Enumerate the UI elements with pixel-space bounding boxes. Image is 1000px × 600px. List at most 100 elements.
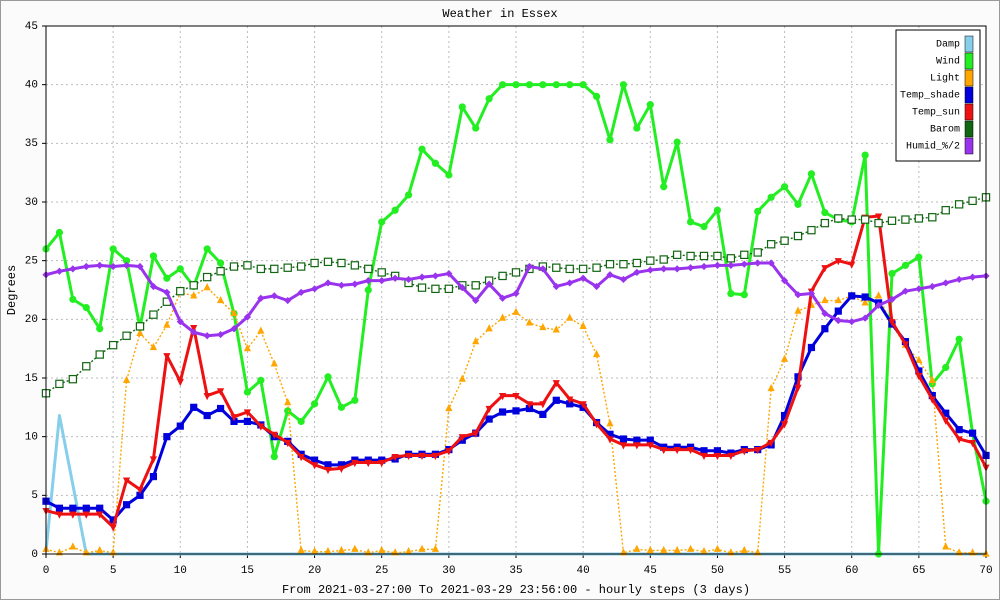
point [297, 545, 305, 554]
point [794, 384, 802, 392]
point [176, 422, 184, 430]
x-tick-label: 45 [644, 565, 657, 577]
point [874, 291, 883, 299]
point [606, 271, 614, 279]
point [579, 401, 587, 409]
point [606, 430, 614, 438]
point [431, 272, 440, 280]
point [673, 545, 681, 554]
point [834, 316, 842, 325]
point [96, 261, 104, 269]
point [861, 298, 869, 306]
point [780, 277, 789, 285]
point [767, 383, 775, 392]
point [780, 183, 789, 191]
point [149, 342, 158, 351]
series [42, 259, 990, 340]
point [122, 477, 131, 485]
point [297, 288, 305, 296]
point [472, 124, 480, 132]
point [512, 289, 520, 298]
x-tick-label: 35 [509, 565, 522, 577]
point [256, 264, 266, 274]
point [445, 171, 453, 179]
point [310, 462, 319, 470]
point [485, 280, 493, 288]
legend-swatch [964, 86, 974, 104]
point [163, 274, 171, 282]
point [284, 398, 292, 406]
point [404, 275, 413, 284]
point [740, 545, 748, 554]
point [95, 350, 104, 359]
point [431, 452, 440, 461]
point [458, 434, 466, 442]
point [122, 261, 131, 269]
legend-label: Barom [930, 125, 960, 136]
legend-swatch [964, 52, 974, 70]
legend-swatch [964, 137, 974, 155]
point [431, 159, 440, 167]
point [310, 400, 319, 408]
point [539, 322, 547, 331]
point [458, 284, 466, 292]
point [284, 296, 292, 305]
point [619, 259, 628, 269]
point [149, 472, 158, 481]
point [163, 288, 171, 296]
point [55, 267, 64, 275]
point [914, 214, 924, 223]
point [686, 218, 695, 226]
point [727, 289, 735, 298]
legend-swatch [964, 120, 974, 138]
point [391, 206, 399, 214]
point [458, 103, 466, 111]
point [539, 401, 547, 409]
point [686, 544, 695, 552]
point [203, 332, 211, 340]
point [646, 545, 654, 554]
point [324, 461, 332, 469]
point [660, 265, 668, 273]
legend-label: Humid_%/2 [906, 141, 960, 153]
point [337, 403, 346, 411]
point [485, 95, 493, 103]
point [673, 446, 681, 455]
point [834, 307, 842, 315]
point [485, 324, 493, 332]
point [82, 304, 90, 312]
point [619, 275, 628, 284]
point [149, 456, 158, 464]
point [243, 417, 252, 426]
point [753, 248, 762, 257]
point [417, 283, 427, 292]
point [69, 542, 77, 550]
point [552, 380, 560, 388]
point [364, 459, 372, 468]
point [364, 286, 372, 294]
point [351, 280, 359, 288]
point [713, 544, 722, 552]
point [713, 206, 722, 214]
point [633, 124, 641, 132]
x-tick-label: 20 [308, 565, 321, 577]
legend-label: Temp_sun [912, 108, 960, 119]
point [552, 396, 560, 404]
point [296, 262, 306, 271]
point [633, 442, 641, 450]
point [364, 277, 372, 285]
point [552, 263, 561, 272]
point [96, 545, 104, 554]
point [82, 262, 90, 271]
x-tick-label: 0 [43, 565, 50, 577]
point [323, 257, 333, 267]
point [565, 264, 574, 274]
point [794, 200, 802, 208]
point [673, 138, 681, 146]
point [686, 446, 695, 455]
point [337, 258, 346, 268]
point [391, 274, 399, 282]
point [378, 459, 386, 468]
point [324, 373, 332, 381]
legend-swatch [964, 35, 974, 53]
